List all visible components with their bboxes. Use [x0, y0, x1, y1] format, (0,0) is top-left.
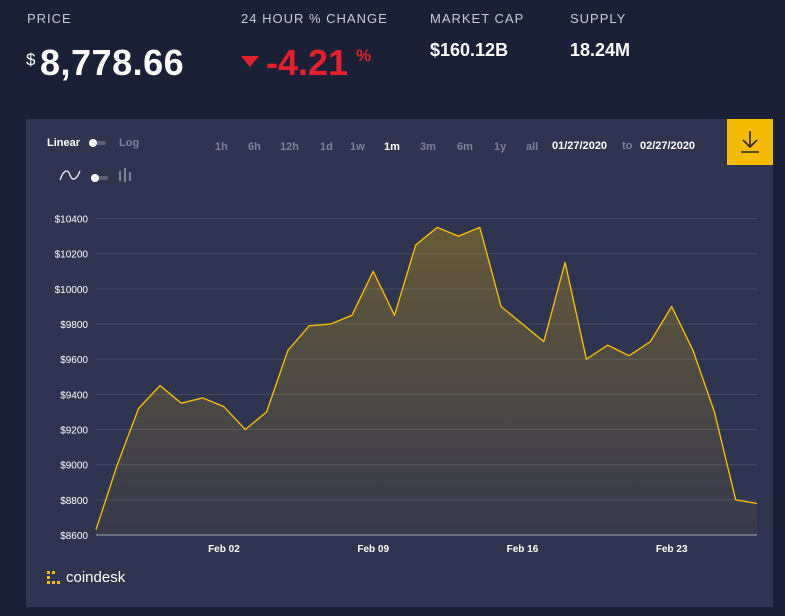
range-6m[interactable]: 6m	[457, 141, 473, 153]
y-tick-label: $10000	[55, 285, 89, 296]
range-1m[interactable]: 1m	[384, 141, 400, 153]
change-percent-symbol: %	[356, 46, 372, 65]
market-cap-label: MARKET CAP	[430, 11, 525, 26]
x-tick-label: Feb 16	[507, 544, 539, 555]
y-tick-label: $9600	[60, 355, 88, 366]
range-1h[interactable]: 1h	[215, 141, 228, 153]
date-from[interactable]: 01/27/2020	[552, 140, 608, 152]
y-tick-label: $9200	[60, 426, 88, 437]
coindesk-logo-icon[interactable]	[47, 571, 61, 585]
price-value: 8,778.66	[40, 42, 185, 83]
line-wave-icon[interactable]	[59, 168, 81, 182]
down-arrow-icon	[241, 56, 259, 67]
scale-log-label[interactable]: Log	[119, 137, 140, 149]
download-icon	[741, 131, 759, 153]
supply-label: SUPPLY	[570, 11, 627, 26]
scale-toggle[interactable]	[89, 139, 106, 147]
range-6h[interactable]: 6h	[248, 141, 261, 153]
range-3m[interactable]: 3m	[420, 141, 436, 153]
price-area-fill	[96, 227, 757, 535]
y-tick-label: $9400	[60, 390, 88, 401]
range-1d[interactable]: 1d	[320, 141, 333, 153]
range-1w[interactable]: 1w	[350, 141, 365, 153]
y-tick-label: $9800	[60, 320, 88, 331]
market-cap-value: $160.12B	[430, 40, 509, 60]
y-tick-label: $9000	[60, 461, 88, 472]
x-tick-label: Feb 02	[208, 544, 240, 555]
range-12h[interactable]: 12h	[280, 141, 299, 153]
y-tick-label: $10200	[55, 250, 89, 261]
download-button[interactable]	[727, 119, 773, 165]
price-chart: $8600 $8800 $9000 $9200 $9400 $9600 $9800 $1000…	[55, 215, 758, 555]
supply-value: 18.24M	[570, 40, 631, 60]
chart-panel: $8600 $8800 $9000 $9200 $9400 $9600 $9800 $1000…	[26, 119, 773, 607]
x-tick-label: Feb 23	[656, 544, 688, 555]
date-to[interactable]: 02/27/2020	[640, 140, 696, 152]
range-1y[interactable]: 1y	[494, 141, 507, 153]
y-tick-label: $8800	[60, 496, 88, 507]
change-label: 24 HOUR % CHANGE	[241, 11, 388, 26]
candlestick-icon[interactable]	[118, 167, 134, 183]
change-value: -4.21	[266, 42, 349, 83]
x-tick-label: Feb 09	[357, 544, 389, 555]
y-tick-label: $10400	[55, 215, 89, 226]
price-label: PRICE	[27, 11, 72, 26]
price-currency-symbol: $	[26, 50, 36, 69]
brand-name[interactable]: coindesk	[66, 569, 126, 586]
price-line	[95, 226, 758, 530]
date-to-label: to	[622, 140, 633, 152]
range-all[interactable]: all	[526, 141, 539, 153]
chart-type-toggle[interactable]	[91, 174, 108, 182]
y-tick-label: $8600	[60, 531, 88, 542]
scale-linear-label[interactable]: Linear	[47, 137, 81, 149]
